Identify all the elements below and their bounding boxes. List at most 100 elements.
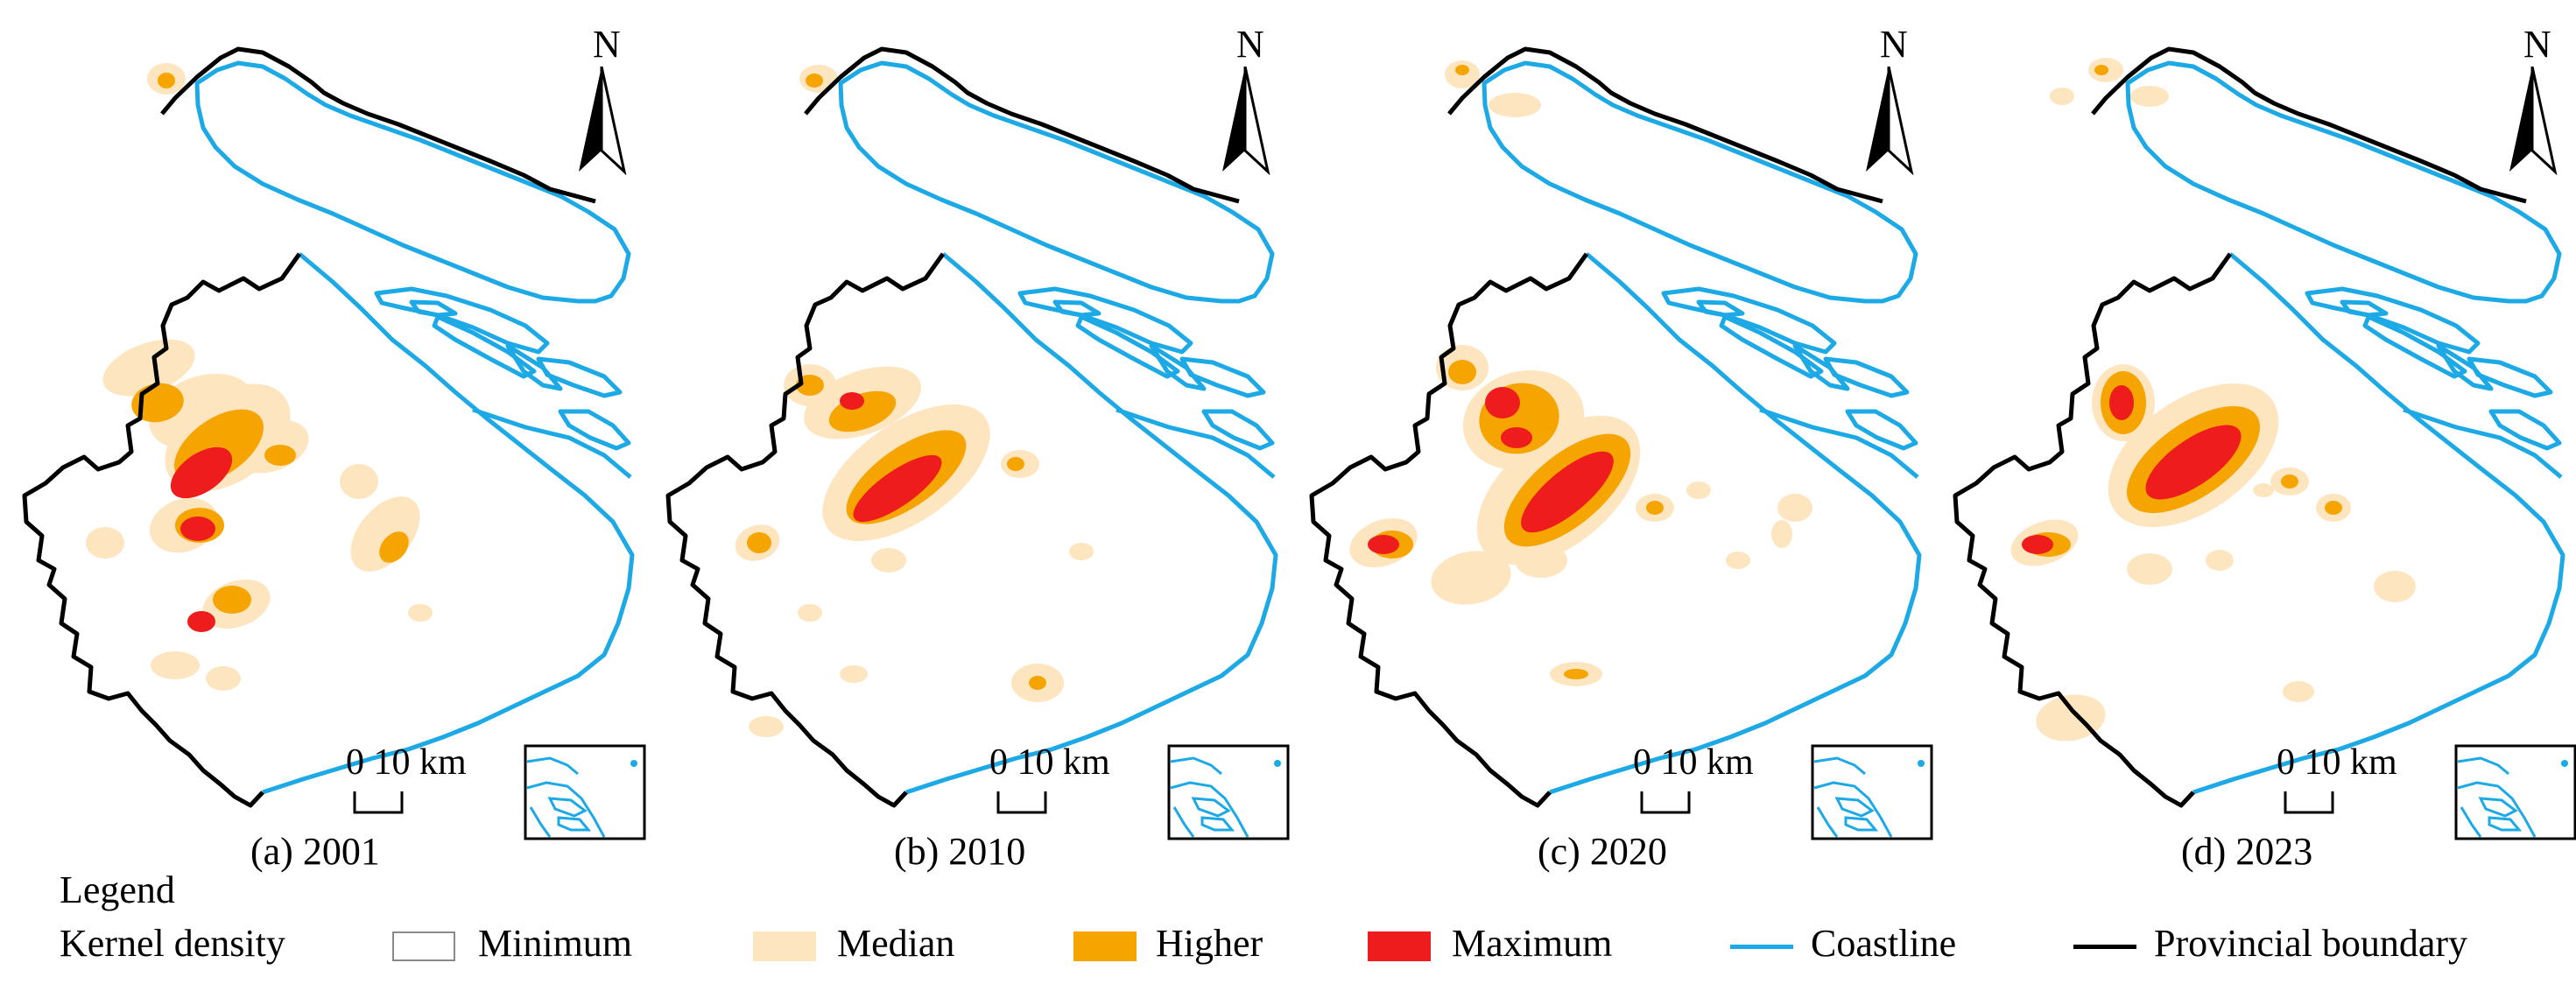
north-arrow: N [574,23,644,176]
north-label: N [1236,23,1264,66]
density-median-area [1069,543,1094,560]
inset-map-frame [524,744,646,840]
density-median-area [2283,681,2314,702]
density-median-area [1777,494,1812,522]
density-maximum-area [170,446,233,499]
inner-island-coastline [1075,314,1180,379]
density-higher-area [2281,474,2298,488]
scale-label: 0 10 km [2277,742,2397,783]
density-higher-area [1646,501,1664,515]
density-median-area [871,548,906,573]
density-median-area [1489,93,1541,117]
scale-bar-icon [996,791,1047,814]
legend-swatch-maximum [1368,931,1431,961]
inner-island-coastline [1845,409,1918,451]
map-panel-2010: N 0 10 km (b) 2010 [644,0,1290,884]
map-panel-2020: N 0 10 km (c) 2020 [1287,0,1933,884]
north-arrow-icon [579,67,627,176]
inset-map-frame [1811,744,1933,840]
north-label: N [2523,23,2551,66]
inner-island-coastline [1661,286,1837,355]
density-higher-area [806,74,823,88]
inner-island-coastline [1149,343,1207,391]
density-maximum-area [1521,451,1614,533]
scale-bar-icon [2284,791,2334,814]
coastline [2192,252,2565,795]
panel-caption: (b) 2010 [894,830,1026,873]
estuary-coastline [472,407,632,479]
panel-caption: (a) 2001 [250,830,380,873]
map-panel-2001: N 0 10 km (a) 2001 [0,0,646,884]
inner-island-coastline [558,409,631,451]
inner-island-coastline [409,299,458,318]
inner-island-coastline [505,343,563,391]
legend-kernel-label: Kernel density [60,922,285,965]
density-maximum-area [1485,387,1520,418]
estuary-coastline [1759,407,1919,479]
estuary-coastline [2403,407,2563,479]
density-higher-area [1029,676,1046,690]
north-label: N [593,23,621,66]
inset-map-frame [1167,744,1290,840]
legend-label-provincial-boundary: Provincial boundary [2154,922,2468,965]
inset-map [1167,744,1290,840]
legend-row: Kernel density Minimum Median Higher Max… [60,917,2576,973]
density-higher-area [1448,360,1476,384]
panel-caption: (d) 2023 [2181,830,2313,873]
density-median-area [340,464,378,499]
density-median-area [206,666,241,691]
scale-label: 0 10 km [1633,742,1754,783]
density-median-area [840,665,868,683]
density-higher-area [1455,65,1469,75]
inset-map [1811,744,1933,840]
legend-label-higher: Higher [1156,922,1263,965]
density-higher-area [158,73,175,88]
coastline [262,252,635,795]
density-median-area [151,651,200,679]
density-maximum-area [1368,535,1399,554]
island-coastline [2125,60,2562,304]
provincial-boundary [22,252,302,808]
density-median-area [1726,552,1750,569]
density-median-area [2253,483,2274,497]
density-median-area [350,496,420,572]
inner-island-coastline [1792,343,1850,391]
inner-island-coastline [2436,343,2494,391]
legend-swatch-higher [1073,931,1137,961]
legend-symbol-provincial-boundary [2073,945,2136,949]
scale-bar: 0 10 km [989,741,1147,819]
inner-island-coastline [1017,286,1193,355]
island-coastline [838,60,1275,304]
density-higher-area [379,531,409,563]
density-higher-area [1007,457,1024,471]
study-area-map [22,46,635,808]
inner-island-coastline [2340,299,2389,318]
density-maximum-area [1501,427,1532,448]
coastline [1549,252,1922,795]
island-provincial-boundary [1447,46,1883,204]
provincial-boundary [665,252,946,808]
north-arrow: N [1217,23,1287,176]
panel-caption: (c) 2020 [1538,830,1667,873]
island-provincial-boundary [2091,46,2527,204]
legend-title: Legend [60,868,175,911]
inner-island-coastline [2305,286,2481,355]
inner-island-coastline [1696,299,1745,318]
north-arrow: N [2504,23,2574,176]
density-median-area [2127,553,2172,585]
north-arrow-icon [1222,67,1270,176]
density-higher-area [1564,669,1588,679]
island-coastline [1482,60,1918,304]
north-arrow-icon [1866,67,1914,176]
inset-map-frame [2454,744,2576,840]
inner-island-coastline [2488,409,2562,451]
density-median-area [1515,543,1567,578]
inner-island-coastline [2362,314,2467,379]
scale-bar: 0 10 km [346,741,503,819]
density-median-area [408,604,433,622]
density-median-area [798,604,822,622]
inset-map [2454,744,2576,840]
coastline [905,252,1278,795]
density-median-area [86,527,124,559]
density-median-area [1771,520,1792,548]
